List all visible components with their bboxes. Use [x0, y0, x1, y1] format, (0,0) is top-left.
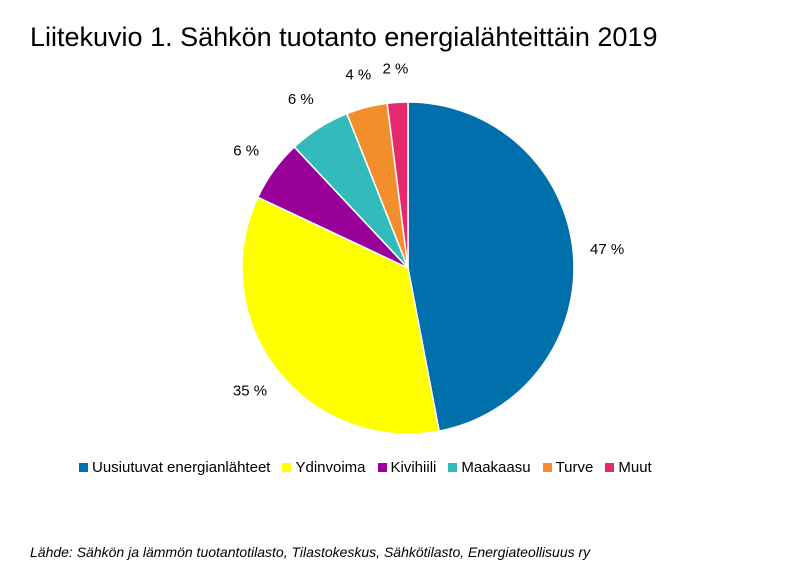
legend-label: Muut: [618, 458, 652, 476]
legend-item: Maakaasu: [448, 458, 531, 476]
legend-item: Uusiutuvat energianlähteet: [79, 459, 270, 476]
slice-label: 2 %: [383, 60, 409, 77]
legend-item: Muut: [605, 458, 652, 476]
slice-label: 6 %: [288, 91, 314, 108]
legend-swatch: [605, 462, 615, 472]
slice-label: 6 %: [233, 142, 259, 159]
pie-slice: [241, 196, 440, 435]
legend-item: Ydinvoima: [282, 458, 366, 476]
legend-label: Turve: [555, 458, 594, 476]
legend-swatch: [448, 462, 458, 472]
pie-slice: [407, 101, 575, 432]
chart-title: Liitekuvio 1. Sähkön tuotanto energialäh…: [30, 22, 658, 52]
legend-label: Ydinvoima: [295, 458, 366, 476]
legend-label: Maakaasu: [461, 458, 531, 476]
pie-slice: [386, 101, 409, 269]
legend-swatch: [377, 462, 387, 472]
slice-label: 4 %: [345, 66, 371, 83]
legend-label: Uusiutuvat energianlähteet: [92, 458, 271, 476]
legend-swatch: [282, 462, 292, 472]
legend-item: Turve: [542, 458, 594, 476]
source-note: Lähde: Sähkön ja lämmön tuotantotilasto,…: [30, 544, 591, 560]
slice-label: 35 %: [233, 383, 267, 400]
chart-legend: Uusiutuvat energianlähteet Ydinvoima Kivih…: [79, 456, 664, 478]
legend-label: Kivihiili: [390, 458, 437, 476]
legend-item: Kivihiili: [377, 458, 437, 476]
legend-swatch: [79, 462, 88, 472]
slice-label: 47 %: [590, 241, 624, 258]
legend-swatch: [542, 462, 552, 472]
